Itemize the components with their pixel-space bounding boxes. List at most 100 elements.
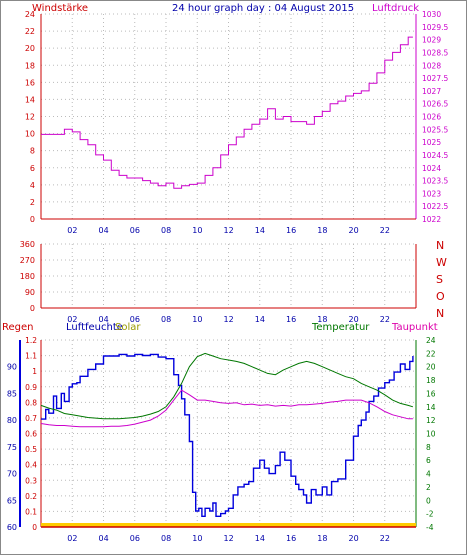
axes	[19, 14, 417, 527]
direction-letter: O	[436, 290, 445, 303]
temperature-tick-label: 24	[426, 336, 436, 345]
temperature-tick-label: -4	[426, 523, 434, 532]
panel3-x-tick-label: 16	[286, 534, 296, 543]
temperature-tick-label: 8	[426, 443, 431, 452]
panel2-x-tick-label: 04	[99, 315, 109, 324]
rain-tick-label: 1	[32, 367, 37, 376]
solar-baseline	[41, 523, 416, 527]
grid-lines	[41, 13, 416, 528]
windstaerke-tick-label: 18	[25, 61, 35, 70]
panel2-x-tick-label: 10	[192, 315, 202, 324]
panel2-x-tick-label: 16	[286, 315, 296, 324]
panel2-x-tick-label: 14	[255, 315, 265, 324]
windstaerke-tick-label: 2	[30, 198, 35, 207]
rain-tick-label: 0.6	[25, 430, 37, 439]
rain-tick-label: 1.2	[25, 336, 37, 345]
panel3-x-tick-label: 22	[380, 534, 390, 543]
wind-direction-tick-label: 360	[20, 240, 35, 249]
regen-label: Regen	[2, 322, 34, 333]
luftfeuchte-line	[41, 353, 414, 517]
panel1-x-tick-label: 10	[192, 226, 202, 235]
panel3-x-tick-label: 02	[67, 534, 77, 543]
direction-letter: N	[436, 239, 444, 252]
direction-letter: N	[436, 307, 444, 320]
temperature-tick-label: 20	[426, 363, 436, 372]
rain-tick-label: 0.7	[25, 414, 37, 423]
rain-tick-label: 0.5	[25, 445, 37, 454]
temperature-tick-label: 6	[426, 456, 431, 465]
luftdruck-tick-label: 1027	[422, 87, 441, 96]
windstaerke-tick-label: 6	[30, 164, 35, 173]
rain-tick-label: 1.1	[25, 352, 37, 361]
humidity-tick-label: 90	[7, 363, 17, 372]
luftfeuchte-label: Luftfeuchte	[66, 322, 123, 333]
panel2-x-tick-label: 08	[161, 315, 171, 324]
wind-direction-tick-label: 180	[20, 272, 35, 281]
panel2-x-tick-label: 02	[67, 315, 77, 324]
rain-tick-label: 0.1	[25, 507, 37, 516]
humidity-tick-label: 75	[7, 443, 17, 452]
luftdruck-tick-label: 1023.5	[422, 177, 448, 186]
panel1-x-tick-label: 12	[224, 226, 234, 235]
taupunkt-label: Taupunkt	[391, 322, 438, 333]
panel1-x-tick-label: 04	[99, 226, 109, 235]
temperatur-label: Temperatur	[311, 322, 370, 333]
panel1-x-tick-label: 16	[286, 226, 296, 235]
windstaerke-tick-label: 20	[25, 44, 35, 53]
windstaerke-tick-label: 16	[25, 78, 35, 87]
windstaerke-tick-label: 8	[30, 147, 35, 156]
panel2-x-tick-label: 06	[130, 315, 140, 324]
data-series	[40, 36, 416, 528]
luftdruck-tick-label: 1024.5	[422, 151, 448, 160]
luftdruck-tick-label: 1022.5	[422, 202, 448, 211]
rain-tick-label: 0.8	[25, 398, 37, 407]
panel2-x-tick-label: 20	[349, 315, 359, 324]
windstaerke-tick-label: 22	[25, 27, 35, 36]
rain-tick-label: 0	[32, 523, 37, 532]
wind-direction-tick-label: 90	[25, 288, 35, 297]
temperature-tick-label: 22	[426, 349, 436, 358]
panel1-x-tick-label: 20	[349, 226, 359, 235]
windstaerke-tick-label: 14	[25, 95, 35, 104]
panel3-x-tick-label: 20	[349, 534, 359, 543]
temperature-tick-label: 4	[426, 470, 431, 479]
windstaerke-tick-label: 10	[25, 130, 35, 139]
panel3-x-tick-label: 08	[161, 534, 171, 543]
panel2-x-tick-label: 12	[224, 315, 234, 324]
panel3-x-tick-label: 06	[130, 534, 140, 543]
temperature-tick-label: 0	[426, 496, 431, 505]
chart-title: 24 hour graph day : 04 August 2015	[172, 3, 354, 14]
humidity-tick-label: 80	[7, 416, 17, 425]
temperatur-line	[40, 352, 414, 420]
panel1-x-tick-label: 14	[255, 226, 265, 235]
rain-tick-label: 0.4	[25, 461, 37, 470]
windstaerke-label: Windstärke	[32, 3, 88, 14]
panel1-x-tick-label: 22	[380, 226, 390, 235]
temperature-tick-label: 10	[426, 430, 436, 439]
panel3-x-tick-label: 18	[317, 534, 327, 543]
rain-tick-label: 0.2	[25, 492, 37, 501]
luftdruck-line	[41, 36, 413, 189]
panel1-x-tick-label: 08	[161, 226, 171, 235]
direction-letter: S	[436, 273, 443, 286]
windstaerke-tick-label: 0	[30, 215, 35, 224]
luftdruck-tick-label: 1025	[422, 138, 441, 147]
luftdruck-tick-label: 1028.5	[422, 48, 448, 57]
temperature-tick-label: 16	[426, 389, 436, 398]
luftdruck-tick-label: 1025.5	[422, 125, 448, 134]
panel1-x-tick-label: 18	[317, 226, 327, 235]
panel3-x-tick-label: 04	[99, 534, 109, 543]
temperature-tick-label: 12	[426, 416, 436, 425]
luftdruck-tick-label: 1027.5	[422, 74, 448, 83]
windstaerke-tick-label: 24	[25, 10, 35, 19]
luftdruck-tick-label: 1028	[422, 61, 441, 70]
luftdruck-tick-label: 1029.5	[422, 23, 448, 32]
luftdruck-tick-label: 1026.5	[422, 100, 448, 109]
luftdruck-label: Luftdruck	[372, 3, 419, 14]
humidity-tick-label: 60	[7, 523, 17, 532]
panel3-x-tick-label: 10	[192, 534, 202, 543]
luftdruck-tick-label: 1022	[422, 215, 441, 224]
